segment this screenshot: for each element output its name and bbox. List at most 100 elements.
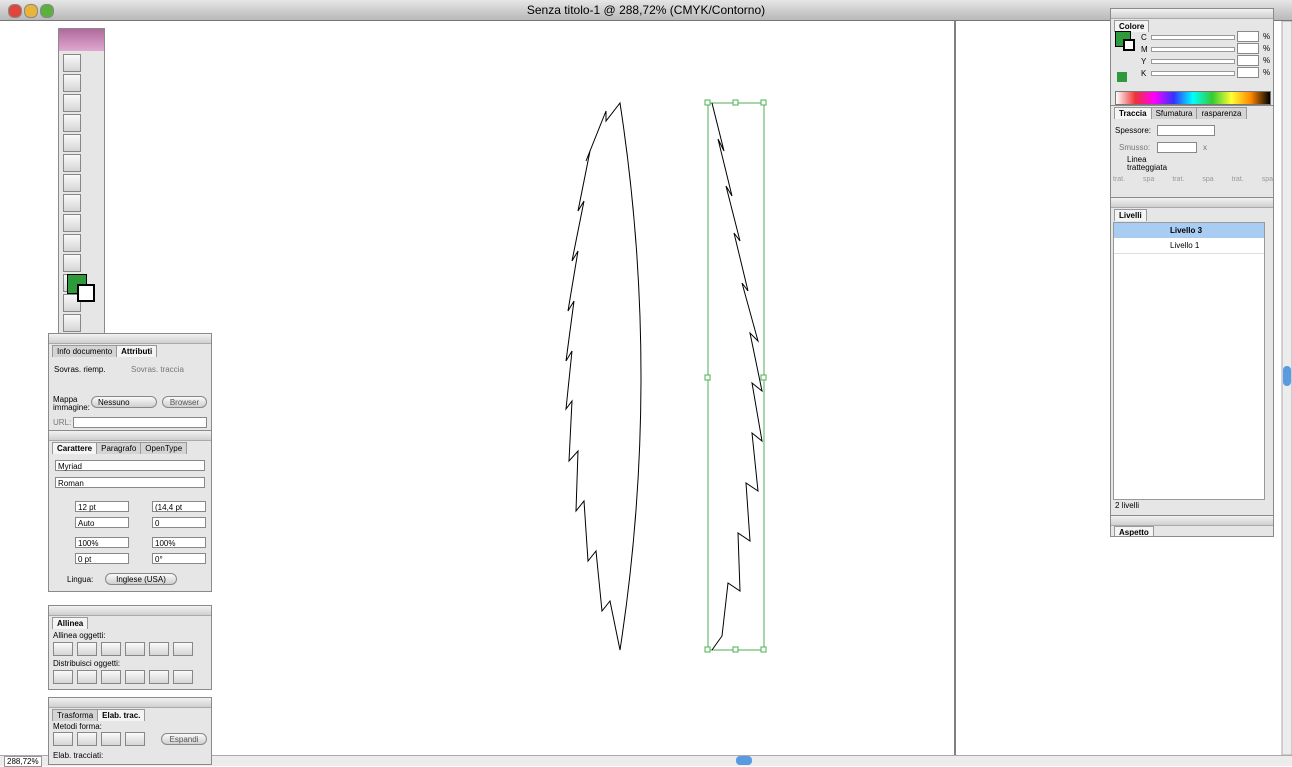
- vertical-scrollbar[interactable]: [1281, 21, 1292, 755]
- tab[interactable]: Livelli: [1114, 209, 1147, 221]
- align-button[interactable]: [149, 642, 169, 656]
- dropdown[interactable]: Nessuno: [91, 396, 157, 408]
- weight-field[interactable]: [1157, 125, 1215, 136]
- tool[interactable]: [63, 154, 81, 172]
- ui-element: Y%: [1141, 55, 1271, 67]
- tool[interactable]: [63, 194, 81, 212]
- jagged-path[interactable]: [711, 102, 763, 651]
- sliders: C% M% Y% K%: [1141, 31, 1271, 79]
- unit: %: [1263, 44, 1271, 53]
- font-field[interactable]: Myriad: [55, 460, 205, 471]
- tab[interactable]: Sfumatura: [1150, 107, 1198, 119]
- tool[interactable]: [63, 214, 81, 232]
- hscale-field[interactable]: 100%: [152, 537, 206, 548]
- close-button[interactable]: [8, 4, 22, 18]
- tab[interactable]: Traccia: [1114, 107, 1152, 119]
- tab[interactable]: Attributi: [116, 345, 158, 357]
- align-button[interactable]: [77, 642, 97, 656]
- unit: %: [1263, 56, 1271, 65]
- button[interactable]: Browser: [162, 396, 207, 408]
- style-field[interactable]: Roman: [55, 477, 205, 488]
- distribute-button[interactable]: [125, 670, 145, 684]
- align-button[interactable]: [53, 642, 73, 656]
- tab[interactable]: Allinea: [52, 617, 89, 629]
- label: Elab. tracciati:: [53, 751, 104, 760]
- checkbox-label[interactable]: Sovras. traccia: [131, 365, 184, 374]
- ui-element: [1151, 47, 1235, 52]
- shape-button[interactable]: [53, 732, 73, 746]
- checkbox-label[interactable]: Sovras. riemp.: [54, 365, 106, 374]
- zoom-field[interactable]: 288,72%: [4, 756, 42, 767]
- tracking-field[interactable]: 0: [152, 517, 206, 528]
- shape-button[interactable]: [125, 732, 145, 746]
- distribute-button[interactable]: [77, 670, 97, 684]
- distribute-button[interactable]: [53, 670, 73, 684]
- selection-box: [707, 102, 765, 651]
- baseline-field[interactable]: 0 pt: [75, 553, 129, 564]
- align-button[interactable]: [101, 642, 121, 656]
- scroll-thumb[interactable]: [1283, 366, 1291, 386]
- ui-element: [704, 374, 711, 381]
- url-field[interactable]: [73, 417, 207, 428]
- layer-row[interactable]: Livello 1: [1114, 238, 1264, 254]
- size-field[interactable]: 12 pt: [75, 501, 129, 512]
- label: x: [1203, 143, 1207, 152]
- tool[interactable]: [63, 54, 81, 72]
- button-row: [53, 732, 149, 746]
- color-spectrum[interactable]: [1115, 91, 1271, 105]
- tool[interactable]: [63, 74, 81, 92]
- button-row: [53, 670, 197, 684]
- stroke-swatch[interactable]: [1123, 39, 1135, 51]
- ui-element: [1237, 31, 1259, 42]
- dash-label: trat.: [1231, 176, 1244, 183]
- tab[interactable]: rasparenza: [1196, 107, 1247, 119]
- zoom-button[interactable]: [40, 4, 54, 18]
- miter-field[interactable]: [1157, 142, 1197, 153]
- tool[interactable]: [63, 114, 81, 132]
- kerning-field[interactable]: Auto: [75, 517, 129, 528]
- channel-label: Y: [1141, 57, 1147, 66]
- tab[interactable]: Carattere: [52, 442, 98, 454]
- align-button[interactable]: [125, 642, 145, 656]
- rotation-field[interactable]: 0°: [152, 553, 206, 564]
- tool[interactable]: [63, 94, 81, 112]
- tab[interactable]: Colore: [1114, 20, 1150, 32]
- tab[interactable]: OpenType: [140, 442, 188, 454]
- tool[interactable]: [63, 294, 81, 312]
- shape-button[interactable]: [101, 732, 121, 746]
- ui-element: [704, 646, 711, 653]
- stroke-panel: Traccia Sfumatura rasparenza Spessore: Smu…: [1110, 105, 1274, 198]
- shape-button[interactable]: [77, 732, 97, 746]
- title-bar: Senza titolo-1 @ 288,72% (CMYK/Contorno): [0, 0, 1292, 21]
- minimize-button[interactable]: [24, 4, 38, 18]
- tool[interactable]: [63, 174, 81, 192]
- label: Smusso:: [1119, 143, 1151, 152]
- ui-element: [1237, 55, 1259, 66]
- leaf-shape[interactable]: [565, 101, 642, 651]
- checkbox-label[interactable]: Linea tratteggiata: [1127, 155, 1168, 172]
- align-button[interactable]: [173, 642, 193, 656]
- tool[interactable]: [63, 254, 81, 272]
- label: Spessore:: [1115, 126, 1152, 135]
- tab[interactable]: Info documento: [52, 345, 118, 357]
- tool[interactable]: [63, 314, 81, 332]
- layer-row[interactable]: Livello 3: [1114, 223, 1264, 238]
- tab[interactable]: Elab. trac.: [97, 709, 146, 721]
- panel-header: [49, 698, 211, 708]
- distribute-button[interactable]: [173, 670, 193, 684]
- distribute-button[interactable]: [149, 670, 169, 684]
- dropdown[interactable]: Inglese (USA): [105, 573, 177, 585]
- tool[interactable]: [63, 134, 81, 152]
- vscale-field[interactable]: 100%: [75, 537, 129, 548]
- last-color[interactable]: [1117, 72, 1127, 82]
- leading-field[interactable]: (14,4 pt: [152, 501, 206, 512]
- stroke-swatch[interactable]: [77, 284, 95, 302]
- tool[interactable]: [63, 234, 81, 252]
- tab[interactable]: Trasforma: [52, 709, 99, 721]
- tab[interactable]: Aspetto: [1114, 526, 1154, 536]
- button[interactable]: Espandi: [161, 733, 207, 745]
- tab[interactable]: Paragrafo: [96, 442, 142, 454]
- distribute-button[interactable]: [101, 670, 121, 684]
- h-scroll-thumb[interactable]: [736, 756, 752, 765]
